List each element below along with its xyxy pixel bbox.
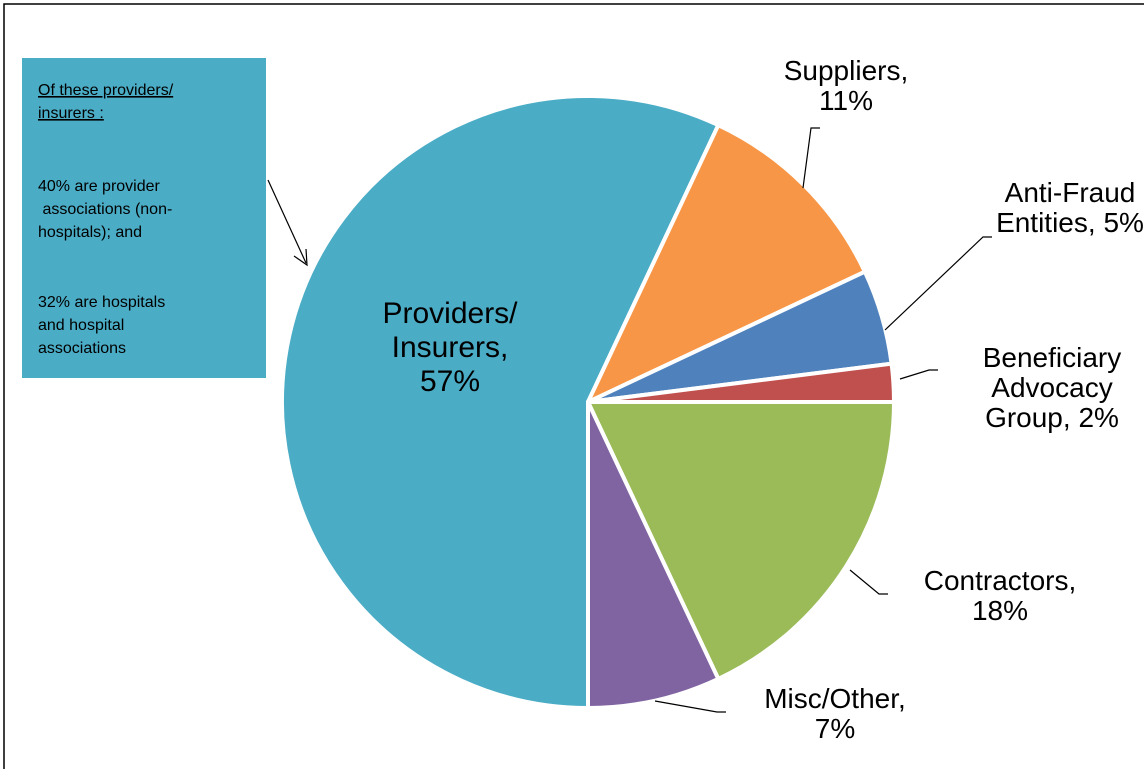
annotation-box bbox=[22, 58, 266, 378]
data-label-line: Advocacy bbox=[991, 372, 1112, 403]
data-label-line: 7% bbox=[815, 713, 855, 744]
data-label-line: 11% bbox=[819, 85, 873, 116]
annotation: Of these providers/insurers : 40% are pro… bbox=[38, 82, 174, 357]
annotation-text-line: and hospital bbox=[38, 317, 124, 334]
data-label-line: Suppliers, bbox=[784, 55, 909, 86]
annotation-text: 32% are hospitals and hospital association… bbox=[38, 294, 165, 357]
data-label: Misc/Other, 7% bbox=[764, 683, 906, 744]
annotation-heading-line: insurers : bbox=[38, 105, 104, 122]
data-label-line: Entities, 5% bbox=[996, 207, 1144, 238]
annotation-arrowhead bbox=[293, 248, 308, 267]
pie-slice bbox=[586, 400, 896, 681]
data-label: Beneficiary Advocacy Group, 2% bbox=[983, 342, 1122, 433]
annotation-text-line: 32% are hospitals bbox=[38, 294, 165, 311]
data-label-line: Group, 2% bbox=[985, 402, 1119, 433]
annotation-text-line: associations bbox=[38, 340, 126, 357]
leader-line bbox=[884, 236, 992, 331]
data-label: Suppliers, 11% bbox=[784, 55, 909, 116]
leader-line bbox=[654, 700, 726, 713]
annotation-text: 40% are provider associations (non-hospi… bbox=[38, 178, 172, 241]
pie-slice bbox=[586, 400, 721, 710]
annotation-arrow bbox=[267, 179, 307, 264]
data-label-line: Beneficiary bbox=[983, 342, 1122, 373]
leader-line bbox=[802, 127, 820, 189]
pie-slice bbox=[586, 123, 867, 404]
pie-slice bbox=[280, 94, 721, 710]
data-label-line: Contractors, bbox=[924, 565, 1077, 596]
data-label: Anti-Fraud Entities, 5% bbox=[996, 177, 1144, 238]
leader-line bbox=[849, 569, 888, 595]
annotation-text-line: 40% are provider bbox=[38, 178, 161, 195]
annotation-heading-line: Of these providers/ bbox=[38, 82, 174, 99]
leader-line bbox=[899, 369, 938, 380]
data-label: Providers/Insurers, 57% bbox=[382, 297, 518, 398]
pie bbox=[280, 94, 896, 710]
annotation-text-line: associations (non- bbox=[38, 201, 172, 218]
data-labels: Providers/Insurers, 57% Suppliers, 11% Anti-… bbox=[382, 55, 1143, 744]
data-label-line: Providers/ bbox=[382, 297, 518, 330]
annotation-heading: Of these providers/insurers : bbox=[38, 82, 174, 122]
data-label-line: 57% bbox=[420, 365, 480, 398]
data-label-line: Insurers, bbox=[392, 331, 509, 364]
data-label: Contractors, 18% bbox=[924, 565, 1077, 626]
chart-frame bbox=[3, 3, 1144, 769]
data-label-line: Anti-Fraud bbox=[1005, 177, 1136, 208]
annotation-text-line: hospitals); and bbox=[38, 224, 142, 241]
data-label-line: 18% bbox=[972, 595, 1028, 626]
data-label-line: Misc/Other, bbox=[764, 683, 906, 714]
